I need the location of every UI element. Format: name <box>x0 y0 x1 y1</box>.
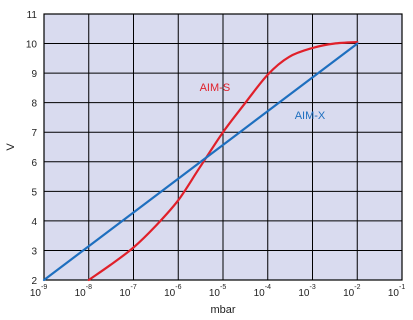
x-tick-label: 10-5 <box>209 284 226 299</box>
series-lines <box>42 41 359 282</box>
x-tick-label: 10-7 <box>119 284 136 299</box>
x-tick-base: 10 <box>343 288 355 299</box>
y-tick-label: 3 <box>31 246 37 257</box>
y-axis-label: V <box>5 143 17 151</box>
x-tick-base: 10 <box>388 288 400 299</box>
x-tick-base: 10 <box>298 288 310 299</box>
series-label-aim-x: AIM-X <box>295 110 326 122</box>
y-tick-label: 4 <box>31 217 37 228</box>
x-tick-exponent: -9 <box>41 284 47 291</box>
y-tick-label: 10 <box>26 40 38 51</box>
x-tick-label: 10-1 <box>388 284 405 299</box>
x-axis-label: mbar <box>210 304 235 316</box>
x-tick-exponent: -8 <box>86 284 92 291</box>
x-tick-base: 10 <box>254 288 266 299</box>
x-tick-exponent: -2 <box>354 284 360 291</box>
x-tick-base: 10 <box>30 288 42 299</box>
y-tick-label: 11 <box>27 10 38 21</box>
y-tick-label: 7 <box>31 128 37 139</box>
y-tick-label: 2 <box>31 276 37 287</box>
x-tick-base: 10 <box>209 288 221 299</box>
y-tick-label: 9 <box>31 69 37 80</box>
y-tick-label: 8 <box>31 99 37 110</box>
y-axis-tick-labels: 2 3 4 5 6 7 8 9 10 11 <box>26 10 38 287</box>
series-line-aim-s <box>87 41 359 282</box>
x-tick-exponent: -6 <box>175 284 181 291</box>
x-axis-tick-labels: 10-910-810-710-610-510-410-310-210-1 <box>30 284 405 299</box>
x-tick-exponent: -7 <box>131 284 137 291</box>
y-tick-label: 5 <box>31 187 37 198</box>
x-tick-label: 10-6 <box>164 284 181 299</box>
x-tick-exponent: -1 <box>399 284 405 291</box>
x-tick-exponent: -5 <box>220 284 226 291</box>
x-tick-exponent: -4 <box>265 284 271 291</box>
x-tick-label: 10-2 <box>343 284 360 299</box>
x-tick-label: 10-3 <box>298 284 315 299</box>
y-tick-label: 6 <box>31 158 37 169</box>
x-tick-label: 10-8 <box>75 284 92 299</box>
series-line-aim-x <box>42 42 359 282</box>
series-labels: AIM-S AIM-X <box>200 82 326 122</box>
plot-frame <box>43 13 403 281</box>
x-tick-exponent: -3 <box>310 284 316 291</box>
x-tick-label: 10-9 <box>30 284 47 299</box>
x-tick-base: 10 <box>119 288 131 299</box>
x-tick-base: 10 <box>164 288 176 299</box>
series-label-aim-s: AIM-S <box>200 82 231 94</box>
x-tick-label: 10-4 <box>254 284 271 299</box>
x-tick-base: 10 <box>75 288 87 299</box>
